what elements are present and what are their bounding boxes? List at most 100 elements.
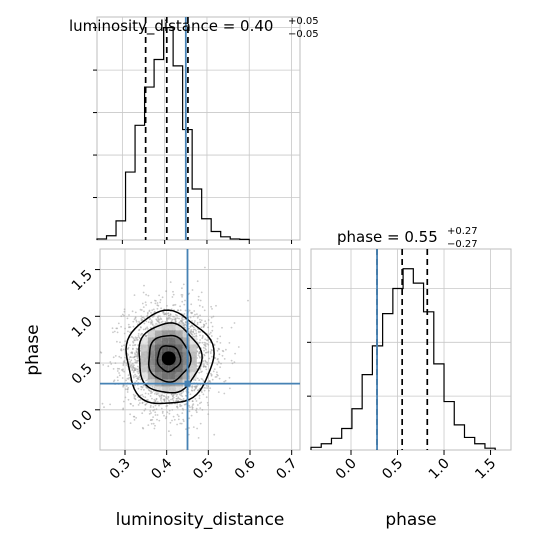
density-cell <box>154 365 162 373</box>
sample-point <box>150 321 152 323</box>
sample-point <box>173 393 175 396</box>
sample-point <box>220 362 222 365</box>
sample-point <box>144 328 147 331</box>
sample-point <box>206 342 209 345</box>
sample-point <box>200 291 203 294</box>
title-upper-luminosity-distance: +0.05 <box>288 16 319 27</box>
sample-point <box>114 355 117 357</box>
sample-point <box>229 387 231 390</box>
sample-point <box>203 309 206 312</box>
sample-point <box>161 412 164 414</box>
sample-point <box>195 407 198 410</box>
sample-point <box>141 393 144 396</box>
sample-point <box>204 344 206 347</box>
sample-point <box>206 361 209 364</box>
sample-point <box>129 331 132 334</box>
sample-point <box>189 316 192 319</box>
sample-point <box>138 320 140 323</box>
sample-point <box>171 296 174 298</box>
title-lower-phase: −0.27 <box>447 239 478 250</box>
sample-point <box>206 401 209 404</box>
sample-point <box>177 309 180 312</box>
sample-point <box>196 377 199 380</box>
sample-point <box>130 363 133 366</box>
sample-point <box>188 322 190 325</box>
sample-point <box>147 321 150 323</box>
sample-point <box>126 391 129 393</box>
sample-point <box>182 390 185 393</box>
sample-point <box>98 345 100 347</box>
x-tick-label-luminosity-distance: 0.6 <box>232 455 259 482</box>
sample-point <box>182 418 185 421</box>
sample-point <box>152 409 155 412</box>
sample-point <box>142 291 145 294</box>
sample-point <box>194 398 197 400</box>
sample-point <box>199 356 201 359</box>
sample-point <box>215 304 217 307</box>
sample-point <box>137 404 140 406</box>
density-cell <box>182 358 190 366</box>
sample-point <box>124 327 126 330</box>
sample-point <box>197 315 200 318</box>
sample-point <box>129 344 131 347</box>
sample-point <box>130 403 132 405</box>
sample-point <box>210 321 213 324</box>
sample-point <box>210 316 213 319</box>
sample-point <box>150 322 152 325</box>
sample-point <box>141 302 144 305</box>
sample-point <box>140 326 142 329</box>
sample-point <box>116 367 119 370</box>
sample-point <box>134 352 136 355</box>
sample-point <box>192 403 195 405</box>
sample-point <box>188 400 191 402</box>
sample-point <box>191 320 193 322</box>
sample-point <box>219 342 222 344</box>
sample-point <box>135 337 138 340</box>
density-cell <box>154 344 162 352</box>
density-cell <box>147 337 155 345</box>
sample-point <box>196 323 199 326</box>
sample-point <box>190 303 193 306</box>
sample-point <box>176 413 179 416</box>
sample-point <box>134 339 137 342</box>
sample-point <box>127 398 130 401</box>
sample-point <box>215 376 218 378</box>
sample-point <box>161 410 164 413</box>
sample-point <box>195 411 198 414</box>
sample-point <box>195 409 198 412</box>
sample-point <box>205 396 208 399</box>
sample-point <box>204 347 207 350</box>
y-tick-label-phase: 0.0 <box>69 407 96 434</box>
sample-point <box>176 397 179 400</box>
sample-point <box>182 398 185 400</box>
sample-point <box>161 296 164 299</box>
sample-point <box>129 356 132 358</box>
sample-point <box>218 361 220 364</box>
sample-point <box>225 348 227 351</box>
sample-point <box>156 302 159 304</box>
sample-point <box>179 403 182 406</box>
sample-point <box>154 302 157 305</box>
density-cell <box>161 344 169 352</box>
sample-point <box>145 335 148 337</box>
sample-point <box>192 315 195 318</box>
sample-point <box>168 400 171 403</box>
sample-point <box>205 387 207 389</box>
sample-point <box>210 351 212 353</box>
sample-point <box>209 387 212 390</box>
sample-point <box>175 314 177 316</box>
sample-point <box>112 356 115 359</box>
density-cell <box>182 330 190 338</box>
sample-point <box>107 365 110 368</box>
density-frame <box>99 248 301 451</box>
sample-point <box>126 388 129 390</box>
sample-point <box>125 385 128 387</box>
sample-point <box>166 317 168 319</box>
sample-point <box>136 353 139 356</box>
sample-point <box>150 422 153 425</box>
sample-point <box>121 345 123 347</box>
sample-point <box>200 377 203 380</box>
sample-point <box>196 321 199 324</box>
sample-point <box>156 418 158 421</box>
